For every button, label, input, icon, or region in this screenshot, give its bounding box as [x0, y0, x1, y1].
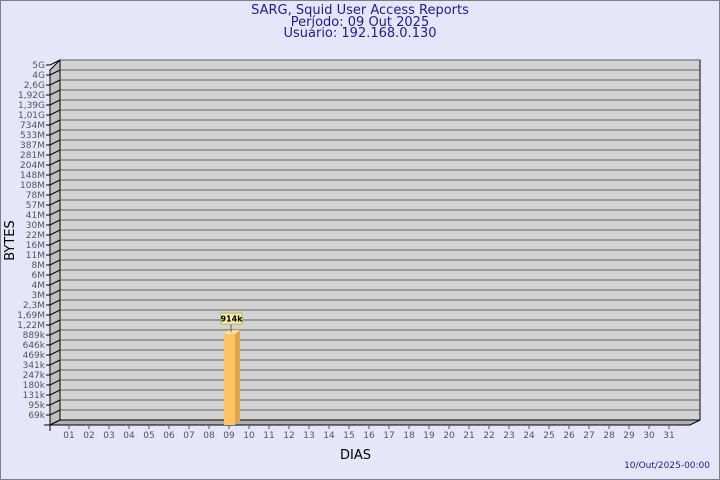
y-tick-label: 469k — [23, 351, 46, 361]
x-tick-label: 05 — [143, 431, 154, 441]
x-tick-label: 11 — [263, 431, 274, 441]
x-tick-label: 09 — [223, 431, 235, 441]
x-tick-label: 24 — [523, 431, 535, 441]
x-tick-label: 29 — [623, 431, 635, 441]
y-tick-label: 8M — [32, 261, 46, 271]
x-tick-label: 30 — [643, 431, 655, 441]
x-tick-label: 22 — [483, 431, 494, 441]
chart-title: SARG, Squid User Access Reports — [251, 3, 469, 18]
report-timestamp: 10/Out/2025-00:00 — [624, 461, 710, 471]
y-tick-label: 22M — [26, 231, 45, 241]
data-label: 914k — [220, 315, 243, 324]
x-tick-label: 20 — [443, 431, 455, 441]
y-tick-label: 2,6G — [24, 81, 45, 91]
y-tick-label: 3M — [32, 291, 46, 301]
x-tick-label: 15 — [343, 431, 354, 441]
y-tick-label: 131k — [23, 391, 46, 401]
x-tick-label: 31 — [663, 431, 674, 441]
x-tick-label: 16 — [363, 431, 375, 441]
y-tick-label: 889k — [23, 331, 46, 341]
y-tick-label: 1,39G — [18, 101, 45, 111]
y-tick-label: 16M — [26, 241, 45, 251]
y-tick-label: 204M — [20, 161, 45, 171]
y-tick-label: 341k — [23, 361, 46, 371]
y-tick-label: 30M — [26, 221, 45, 231]
data-label-box — [220, 312, 243, 325]
x-tick-label: 10 — [243, 431, 255, 441]
y-tick-label: 1,22M — [17, 321, 45, 331]
x-tick-label: 17 — [383, 431, 394, 441]
y-tick-label: 11M — [26, 251, 45, 261]
y-tick-label: 281M — [20, 151, 45, 161]
x-tick-label: 26 — [563, 431, 575, 441]
y-tick-label: 41M — [26, 211, 45, 221]
bar-top — [224, 330, 240, 335]
x-tick-label: 07 — [183, 431, 194, 441]
chart-period: Período: 09 Out 2025 — [290, 15, 430, 30]
bar-side — [235, 330, 240, 425]
y-tick-label: 5G — [32, 61, 45, 71]
plot-floor — [49, 419, 701, 426]
y-tick-label: 57M — [26, 201, 45, 211]
y-tick-label: 95k — [28, 401, 45, 411]
y-tick-label: 1,01G — [18, 111, 45, 121]
y-tick-label: 78M — [26, 191, 45, 201]
y-tick-label: 247k — [23, 371, 46, 381]
y-tick-label: 4G — [32, 71, 45, 81]
y-tick-label: 108M — [20, 181, 45, 191]
x-tick-label: 23 — [503, 431, 514, 441]
y-tick-label: 646k — [23, 341, 46, 351]
y-tick-label: 533M — [20, 131, 45, 141]
chart-user: Usuário: 192.168.0.130 — [283, 26, 437, 41]
y-tick-label: 4M — [32, 281, 46, 291]
y-tick-label: 148M — [20, 171, 45, 181]
x-tick-label: 02 — [83, 431, 94, 441]
x-tick-label: 06 — [163, 431, 175, 441]
x-tick-label: 04 — [123, 431, 135, 441]
y-tick-label: 1,92G — [18, 91, 45, 101]
x-tick-label: 01 — [63, 431, 74, 441]
y-tick-label: 180k — [23, 381, 46, 391]
y-tick-label: 69k — [28, 411, 45, 421]
x-tick-label: 21 — [463, 431, 474, 441]
y-axis-title: BYTES — [2, 220, 18, 261]
x-tick-label: 19 — [423, 431, 435, 441]
x-tick-label: 13 — [303, 431, 314, 441]
x-tick-label: 27 — [583, 431, 594, 441]
x-tick-label: 25 — [543, 431, 554, 441]
x-tick-label: 08 — [203, 431, 215, 441]
x-tick-label: 18 — [403, 431, 415, 441]
x-axis-title: DIAS — [340, 448, 371, 463]
y-tick-label: 734M — [20, 121, 45, 131]
x-tick-label: 03 — [103, 431, 114, 441]
x-tick-label: 14 — [323, 431, 335, 441]
y-tick-label: 2,3M — [23, 301, 45, 311]
y-tick-label: 387M — [20, 141, 45, 151]
x-tick-label: 12 — [283, 431, 294, 441]
y-tick-label: 1,69M — [17, 311, 45, 321]
y-tick — [46, 59, 61, 66]
y-tick-label: 6M — [32, 271, 46, 281]
x-tick-label: 28 — [603, 431, 615, 441]
bar — [224, 334, 235, 425]
